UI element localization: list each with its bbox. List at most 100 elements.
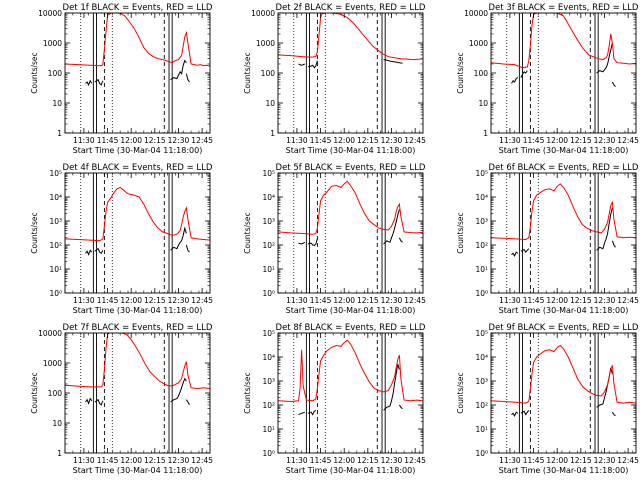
y-axis-label: Counts/sec bbox=[243, 212, 252, 253]
lld-series bbox=[65, 186, 210, 242]
axes-frame bbox=[64, 332, 211, 454]
lld-series bbox=[278, 339, 423, 403]
x-tick-label: 12:15 bbox=[570, 456, 592, 465]
y-tick-label: 10⁰ bbox=[262, 289, 275, 298]
panel-det-1: Det 1f BLACK = Events, RED = LLD 1 10 100 10… bbox=[30, 3, 213, 155]
y-axis-label: Counts/sec bbox=[243, 52, 252, 93]
data-series bbox=[278, 13, 423, 69]
axes-frame bbox=[277, 12, 424, 134]
events-series bbox=[611, 411, 616, 417]
x-tick-label: 11:30 bbox=[286, 456, 308, 465]
x-tick-label: 11:30 bbox=[499, 296, 521, 305]
x-tick-label: 12:45 bbox=[191, 296, 213, 305]
panel-title: Det 1f BLACK = Events, RED = LLD bbox=[63, 3, 213, 13]
lld-series bbox=[278, 180, 423, 235]
y-tick-label: 1000 bbox=[256, 39, 275, 48]
axes-frame bbox=[490, 172, 637, 294]
x-axis-label: Start Time (30-Mar-04 11:18:00) bbox=[286, 466, 416, 475]
x-tick-label: 12:15 bbox=[357, 136, 379, 145]
panel-det-9: Det 9f BLACK = Events, RED = LLD 10⁰ 10¹ 10… bbox=[456, 323, 639, 475]
x-tick-label: 12:00 bbox=[333, 296, 355, 305]
x-tick-label: 12:30 bbox=[594, 136, 616, 145]
x-tick-label: 12:00 bbox=[120, 136, 142, 145]
x-axis-label: Start Time (30-Mar-04 11:18:00) bbox=[73, 146, 203, 155]
data-series bbox=[491, 183, 636, 258]
data-series bbox=[491, 344, 636, 418]
x-tick-label: 11:45 bbox=[97, 456, 119, 465]
y-tick-label: 10² bbox=[49, 241, 62, 250]
y-tick-label: 1 bbox=[57, 129, 62, 138]
y-tick-label: 10² bbox=[475, 241, 488, 250]
data-series bbox=[65, 186, 210, 256]
axes-frame bbox=[277, 332, 424, 454]
panel-det-8: Det 8f BLACK = Events, RED = LLD 10⁰ 10¹ 10… bbox=[243, 323, 426, 475]
x-tick-label: 11:30 bbox=[286, 296, 308, 305]
panel-title: Det 7f BLACK = Events, RED = LLD bbox=[63, 323, 213, 333]
panel-det-5: Det 5f BLACK = Events, RED = LLD 10⁰ 10¹ 10… bbox=[243, 163, 426, 315]
y-tick-label: 10⁴ bbox=[262, 353, 275, 362]
y-axis-label: Counts/sec bbox=[30, 212, 39, 253]
y-tick-label: 10² bbox=[262, 401, 275, 410]
y-tick-label: 10⁵ bbox=[262, 329, 275, 338]
x-tick-label: 12:30 bbox=[168, 296, 190, 305]
data-series bbox=[278, 180, 423, 247]
panel-title: Det 5f BLACK = Events, RED = LLD bbox=[276, 163, 426, 173]
panel-title: Det 6f BLACK = Events, RED = LLD bbox=[489, 163, 639, 173]
panel-det-4: Det 4f BLACK = Events, RED = LLD 10⁰ 10¹ 10… bbox=[30, 163, 213, 315]
events-series bbox=[596, 42, 613, 74]
y-tick-label: 10⁰ bbox=[475, 289, 488, 298]
y-tick-label: 10⁰ bbox=[262, 449, 275, 458]
events-series bbox=[85, 79, 93, 87]
panel-title: Det 3f BLACK = Events, RED = LLD bbox=[489, 3, 639, 13]
x-tick-label: 12:00 bbox=[333, 136, 355, 145]
x-tick-label: 12:15 bbox=[570, 296, 592, 305]
y-tick-label: 10³ bbox=[262, 377, 275, 386]
x-tick-label: 12:00 bbox=[333, 456, 355, 465]
panel-title: Det 2f BLACK = Events, RED = LLD bbox=[276, 3, 426, 13]
y-tick-label: 10⁴ bbox=[262, 193, 275, 202]
x-axis-label: Start Time (30-Mar-04 11:18:00) bbox=[499, 306, 629, 315]
y-tick-label: 10³ bbox=[262, 217, 275, 226]
events-series bbox=[185, 244, 190, 253]
x-tick-label: 12:00 bbox=[120, 296, 142, 305]
axes-frame bbox=[490, 12, 637, 134]
events-series bbox=[307, 60, 318, 69]
y-tick-label: 10 bbox=[478, 99, 488, 108]
y-tick-label: 1 bbox=[57, 449, 62, 458]
lld-series bbox=[491, 183, 636, 241]
panel-det-2: Det 2f BLACK = Events, RED = LLD 1 10 100 10… bbox=[243, 3, 426, 155]
data-series bbox=[65, 13, 210, 87]
x-tick-label: 11:30 bbox=[499, 136, 521, 145]
events-series bbox=[520, 70, 528, 78]
data-series bbox=[278, 339, 423, 416]
x-tick-label: 11:45 bbox=[97, 136, 119, 145]
axes-frame bbox=[277, 172, 424, 294]
events-series bbox=[611, 81, 616, 88]
events-series bbox=[398, 404, 403, 410]
x-tick-label: 11:45 bbox=[523, 136, 545, 145]
x-axis-label: Start Time (30-Mar-04 11:18:00) bbox=[499, 146, 629, 155]
x-tick-label: 12:45 bbox=[404, 456, 426, 465]
x-tick-label: 11:45 bbox=[310, 136, 332, 145]
y-tick-label: 1 bbox=[483, 129, 488, 138]
x-tick-label: 12:15 bbox=[144, 296, 166, 305]
y-axis-label: Counts/sec bbox=[456, 372, 465, 413]
x-tick-label: 12:30 bbox=[594, 296, 616, 305]
x-tick-label: 12:30 bbox=[594, 456, 616, 465]
x-tick-label: 12:00 bbox=[546, 296, 568, 305]
x-tick-label: 12:15 bbox=[357, 456, 379, 465]
events-series bbox=[511, 411, 519, 418]
y-tick-label: 10⁰ bbox=[475, 449, 488, 458]
x-axis-label: Start Time (30-Mar-04 11:18:00) bbox=[286, 146, 416, 155]
x-axis-label: Start Time (30-Mar-04 11:18:00) bbox=[499, 466, 629, 475]
x-tick-label: 12:15 bbox=[570, 136, 592, 145]
y-tick-label: 10 bbox=[52, 99, 62, 108]
events-series bbox=[185, 73, 190, 83]
y-tick-label: 10³ bbox=[49, 217, 62, 226]
events-series bbox=[85, 397, 93, 405]
x-tick-label: 12:15 bbox=[357, 296, 379, 305]
events-series bbox=[170, 59, 187, 81]
events-series bbox=[383, 59, 403, 64]
events-series bbox=[398, 237, 403, 243]
x-tick-label: 11:45 bbox=[310, 296, 332, 305]
